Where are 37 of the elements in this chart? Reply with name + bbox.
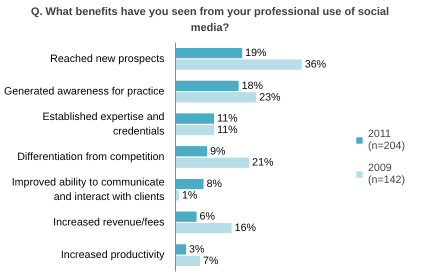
data-label: 8%	[206, 178, 222, 190]
y-tick-label: Improved ability to communicate and interact with clients	[12, 176, 165, 203]
bar	[176, 80, 239, 91]
y-tick-label: Increased productivity	[60, 249, 166, 262]
y-tick-label: Differentiation from competition	[17, 151, 165, 163]
bar	[176, 158, 250, 168]
bar	[176, 92, 256, 102]
data-label: 18%	[242, 80, 264, 92]
bar	[176, 124, 214, 136]
bar	[176, 178, 204, 190]
bar	[176, 48, 242, 58]
data-label: 1%	[182, 189, 198, 202]
data-label: 36%	[304, 58, 327, 71]
data-label: 6%	[200, 210, 216, 223]
bar	[176, 256, 200, 266]
bar	[176, 59, 302, 70]
y-tick-label: Established expertise and credentials	[42, 111, 165, 138]
y-tick-label: Generated awareness for practice	[4, 86, 165, 98]
bar	[176, 223, 232, 234]
bar	[176, 113, 214, 124]
data-label: 11%	[217, 124, 238, 136]
data-label: 9%	[210, 145, 226, 158]
y-tick-label: Increased revenue/fees	[53, 216, 165, 228]
legend-label: 2009 (n=142)	[368, 162, 405, 186]
data-label: 16%	[234, 222, 256, 234]
data-label: 21%	[252, 156, 274, 169]
data-label: 23%	[259, 91, 282, 104]
data-label: 19%	[245, 47, 268, 60]
data-label: 7%	[203, 254, 219, 267]
legend-label: 2011 (n=204)	[368, 128, 405, 152]
data-label: 11%	[217, 112, 238, 125]
bar	[176, 212, 197, 222]
chart-title: Q. What benefits have you seen from your professional use of social media?	[30, 5, 390, 36]
bar	[176, 146, 208, 156]
data-label: 3%	[189, 243, 205, 256]
bar	[176, 244, 186, 255]
y-tick-label: Reached new prospects	[50, 52, 164, 65]
